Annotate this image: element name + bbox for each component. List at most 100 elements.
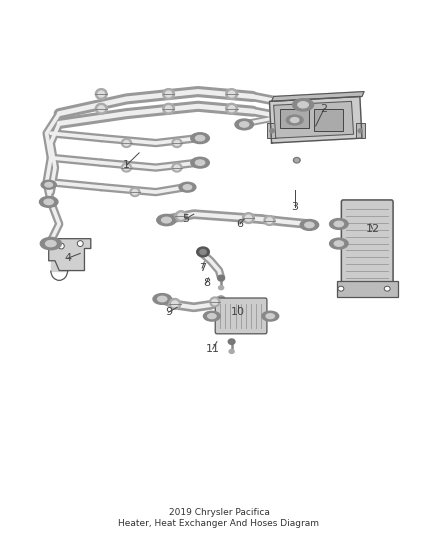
- FancyBboxPatch shape: [341, 200, 393, 285]
- Ellipse shape: [174, 141, 180, 146]
- Ellipse shape: [165, 106, 172, 112]
- Ellipse shape: [195, 160, 205, 165]
- Ellipse shape: [264, 216, 275, 225]
- Ellipse shape: [191, 157, 209, 168]
- Ellipse shape: [298, 102, 308, 108]
- Ellipse shape: [329, 219, 348, 229]
- Ellipse shape: [228, 106, 235, 112]
- Ellipse shape: [162, 103, 174, 114]
- Text: 9: 9: [165, 307, 172, 317]
- Ellipse shape: [334, 241, 343, 246]
- Ellipse shape: [95, 103, 107, 114]
- Ellipse shape: [165, 91, 172, 97]
- Ellipse shape: [98, 91, 105, 97]
- Ellipse shape: [179, 182, 196, 192]
- Ellipse shape: [174, 165, 180, 170]
- Ellipse shape: [266, 218, 272, 223]
- Ellipse shape: [124, 165, 129, 170]
- Ellipse shape: [162, 217, 171, 223]
- Ellipse shape: [169, 298, 181, 309]
- Ellipse shape: [178, 213, 184, 219]
- Ellipse shape: [132, 190, 138, 195]
- Ellipse shape: [266, 314, 275, 319]
- Ellipse shape: [218, 275, 224, 280]
- Ellipse shape: [290, 118, 299, 123]
- Bar: [314, 109, 343, 131]
- Text: 3: 3: [291, 202, 298, 212]
- Text: 2019 Chrysler Pacifica
Heater, Heat Exchanger And Hoses Diagram: 2019 Chrysler Pacifica Heater, Heat Exch…: [119, 508, 319, 528]
- Ellipse shape: [46, 240, 56, 247]
- Bar: [356, 124, 365, 138]
- Polygon shape: [274, 101, 353, 138]
- Ellipse shape: [39, 197, 58, 207]
- Ellipse shape: [226, 88, 237, 100]
- Text: 10: 10: [231, 307, 245, 317]
- Ellipse shape: [228, 91, 235, 97]
- Ellipse shape: [262, 311, 279, 321]
- Text: 11: 11: [206, 344, 220, 354]
- Ellipse shape: [197, 247, 209, 257]
- Ellipse shape: [208, 314, 216, 319]
- Ellipse shape: [235, 119, 254, 130]
- Ellipse shape: [384, 286, 390, 291]
- Ellipse shape: [172, 139, 182, 148]
- Ellipse shape: [210, 297, 220, 307]
- Text: 4: 4: [64, 253, 71, 263]
- Bar: [267, 124, 277, 138]
- Text: 1: 1: [123, 160, 130, 170]
- Ellipse shape: [191, 133, 209, 143]
- Ellipse shape: [157, 214, 176, 225]
- Ellipse shape: [121, 139, 131, 148]
- Ellipse shape: [203, 311, 220, 321]
- Ellipse shape: [226, 103, 237, 114]
- Ellipse shape: [334, 221, 343, 227]
- Ellipse shape: [45, 182, 53, 187]
- Ellipse shape: [172, 163, 182, 172]
- Ellipse shape: [40, 237, 61, 249]
- Polygon shape: [272, 92, 364, 101]
- Ellipse shape: [41, 180, 56, 189]
- Bar: [280, 109, 309, 128]
- Ellipse shape: [44, 199, 53, 205]
- Ellipse shape: [95, 88, 107, 100]
- Ellipse shape: [286, 115, 303, 125]
- Polygon shape: [269, 96, 362, 143]
- Ellipse shape: [200, 249, 206, 254]
- Ellipse shape: [124, 141, 129, 146]
- Ellipse shape: [240, 122, 249, 127]
- Ellipse shape: [228, 339, 235, 344]
- Ellipse shape: [130, 188, 140, 197]
- Text: 2: 2: [321, 104, 328, 114]
- Ellipse shape: [153, 294, 172, 304]
- Ellipse shape: [245, 215, 252, 221]
- FancyBboxPatch shape: [215, 298, 267, 334]
- Ellipse shape: [300, 220, 319, 230]
- Text: 12: 12: [365, 224, 380, 234]
- Ellipse shape: [77, 240, 83, 247]
- Ellipse shape: [295, 159, 299, 161]
- Ellipse shape: [158, 296, 167, 302]
- Text: 8: 8: [203, 278, 210, 288]
- Text: 7: 7: [198, 263, 206, 273]
- Ellipse shape: [305, 222, 314, 228]
- Ellipse shape: [183, 185, 192, 190]
- Ellipse shape: [358, 129, 362, 133]
- Ellipse shape: [293, 158, 300, 163]
- Ellipse shape: [212, 299, 218, 305]
- Ellipse shape: [162, 88, 174, 100]
- Ellipse shape: [243, 213, 254, 223]
- Ellipse shape: [338, 286, 344, 291]
- Ellipse shape: [219, 286, 224, 289]
- Text: 5: 5: [182, 214, 189, 224]
- Ellipse shape: [58, 243, 64, 249]
- Ellipse shape: [175, 211, 187, 222]
- Ellipse shape: [195, 135, 205, 141]
- Ellipse shape: [121, 163, 131, 172]
- Ellipse shape: [270, 129, 274, 133]
- Ellipse shape: [229, 350, 234, 353]
- Text: 6: 6: [237, 219, 244, 229]
- Bar: [337, 281, 398, 296]
- Ellipse shape: [329, 238, 348, 249]
- Polygon shape: [49, 239, 91, 271]
- Ellipse shape: [293, 99, 314, 111]
